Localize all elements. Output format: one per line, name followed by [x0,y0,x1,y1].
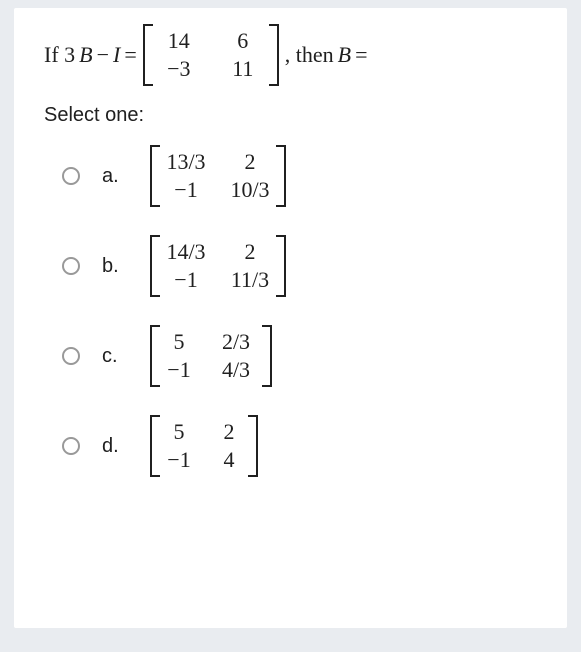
c-r2c1: −1 [164,357,194,383]
a-r1c1: 13/3 [164,149,208,175]
stem-var-b: B [79,42,92,68]
radio-d[interactable] [62,437,80,455]
option-c-letter: c. [102,345,126,368]
stem-text-post: , then [285,42,334,68]
radio-a[interactable] [62,167,80,185]
stem-m-r1c2: 6 [221,28,265,54]
d-r2c2: 4 [214,447,244,473]
select-one-prompt: Select one: [44,104,545,127]
option-d-letter: d. [102,435,126,458]
stem-minus: − [97,42,109,68]
option-a[interactable]: a. 13/3 2 −1 10/3 [62,145,545,207]
c-r2c2: 4/3 [214,357,258,383]
option-b[interactable]: b. 14/3 2 −1 11/3 [62,235,545,297]
radio-c[interactable] [62,347,80,365]
stem-var-i: I [113,42,120,68]
option-d-matrix: 5 2 −1 4 [148,415,260,477]
c-r1c1: 5 [164,329,194,355]
option-c[interactable]: c. 5 2/3 −1 4/3 [62,325,545,387]
a-r1c2: 2 [228,149,272,175]
d-r2c1: −1 [164,447,194,473]
bracket-right-icon [269,24,281,86]
bracket-left-icon [148,145,160,207]
bracket-left-icon [148,325,160,387]
question-stem: If 3 B − I = 14 6 −3 11 , then B = [44,24,545,86]
b-r1c2: 2 [228,239,272,265]
stem-text-pre: If 3 [44,42,75,68]
bracket-right-icon [262,325,274,387]
stem-m-r2c2: 11 [221,56,265,82]
bracket-right-icon [276,235,288,297]
stem-matrix: 14 6 −3 11 [141,24,281,86]
option-c-matrix: 5 2/3 −1 4/3 [148,325,274,387]
d-r1c2: 2 [214,419,244,445]
a-r2c1: −1 [164,177,208,203]
stem-matrix-body: 14 6 −3 11 [153,24,269,86]
radio-b[interactable] [62,257,80,275]
stem-m-r2c1: −3 [157,56,201,82]
bracket-left-icon [148,415,160,477]
stem-var-b2: B [338,42,351,68]
c-r1c2: 2/3 [214,329,258,355]
option-a-letter: a. [102,165,126,188]
b-r2c2: 11/3 [228,267,272,293]
a-r2c2: 10/3 [228,177,272,203]
option-d[interactable]: d. 5 2 −1 4 [62,415,545,477]
option-a-matrix: 13/3 2 −1 10/3 [148,145,288,207]
bracket-right-icon [248,415,260,477]
question-card: If 3 B − I = 14 6 −3 11 , then B = Selec… [14,8,567,628]
bracket-left-icon [141,24,153,86]
bracket-left-icon [148,235,160,297]
d-r1c1: 5 [164,419,194,445]
b-r1c1: 14/3 [164,239,208,265]
b-r2c1: −1 [164,267,208,293]
option-b-matrix: 14/3 2 −1 11/3 [148,235,288,297]
stem-m-r1c1: 14 [157,28,201,54]
stem-equals2: = [355,42,367,68]
option-b-letter: b. [102,255,126,278]
stem-equals: = [124,42,136,68]
bracket-right-icon [276,145,288,207]
